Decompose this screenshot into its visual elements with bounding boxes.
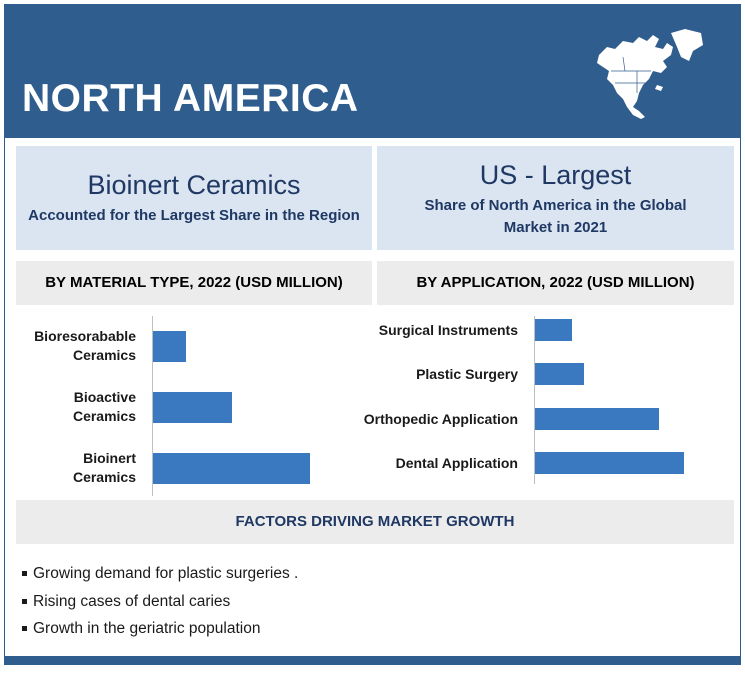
factor-text: Growing demand for plastic surgeries . (33, 565, 299, 582)
category-label: Bioinert Ceramics (72, 450, 136, 485)
chart-axis (152, 316, 153, 496)
list-item: Rising cases of dental caries (22, 588, 298, 616)
card-text: Share of North America in the Global Mar… (424, 197, 687, 236)
application-chart-title: BY APPLICATION, 2022 (USD MILLION) (377, 261, 734, 305)
category-label: Bioresorabable Ceramics (34, 328, 136, 363)
list-item: Growth in the geriatric population (22, 615, 298, 643)
factors-list: Growing demand for plastic surgeries . R… (22, 560, 298, 643)
category-label: Bioactive Ceramics (72, 389, 136, 424)
factor-text: Growth in the geriatric population (33, 620, 261, 637)
bullet-icon (22, 598, 27, 604)
material-chart-title: BY MATERIAL TYPE, 2022 (USD MILLION) (16, 261, 372, 305)
card-heading: Bioinert Ceramics (87, 170, 301, 200)
card-us-largest: US - Largest Share of North America in t… (377, 146, 734, 250)
bullet-icon (22, 571, 27, 577)
chart-bar (535, 363, 584, 385)
list-item: Growing demand for plastic surgeries . (22, 560, 298, 588)
card-text: Accounted for the Largest Share in the R… (28, 207, 360, 224)
category-label: Orthopedic Application (363, 410, 518, 427)
card-bioinert: Bioinert Ceramics Accounted for the Larg… (16, 146, 372, 250)
chart-axis (534, 316, 535, 484)
category-label: Plastic Surgery (416, 365, 518, 382)
chart-bar (535, 319, 572, 341)
factors-title: FACTORS DRIVING MARKET GROWTH (16, 500, 734, 544)
north-america-map-icon (597, 29, 703, 119)
header-banner: NORTH AMERICA (5, 5, 740, 138)
footer-bar (5, 656, 740, 664)
chart-bar (153, 330, 186, 362)
category-label: Surgical Instruments (378, 321, 518, 338)
chart-bar (153, 452, 310, 484)
page-title: NORTH AMERICA (22, 77, 359, 120)
chart-bar (535, 408, 659, 430)
factor-text: Rising cases of dental caries (33, 592, 231, 610)
chart-bar (535, 452, 684, 474)
chart-bar (153, 391, 232, 423)
card-heading: US - Largest (479, 160, 632, 190)
bullet-icon (22, 626, 27, 632)
category-label: Dental Application (395, 454, 518, 471)
